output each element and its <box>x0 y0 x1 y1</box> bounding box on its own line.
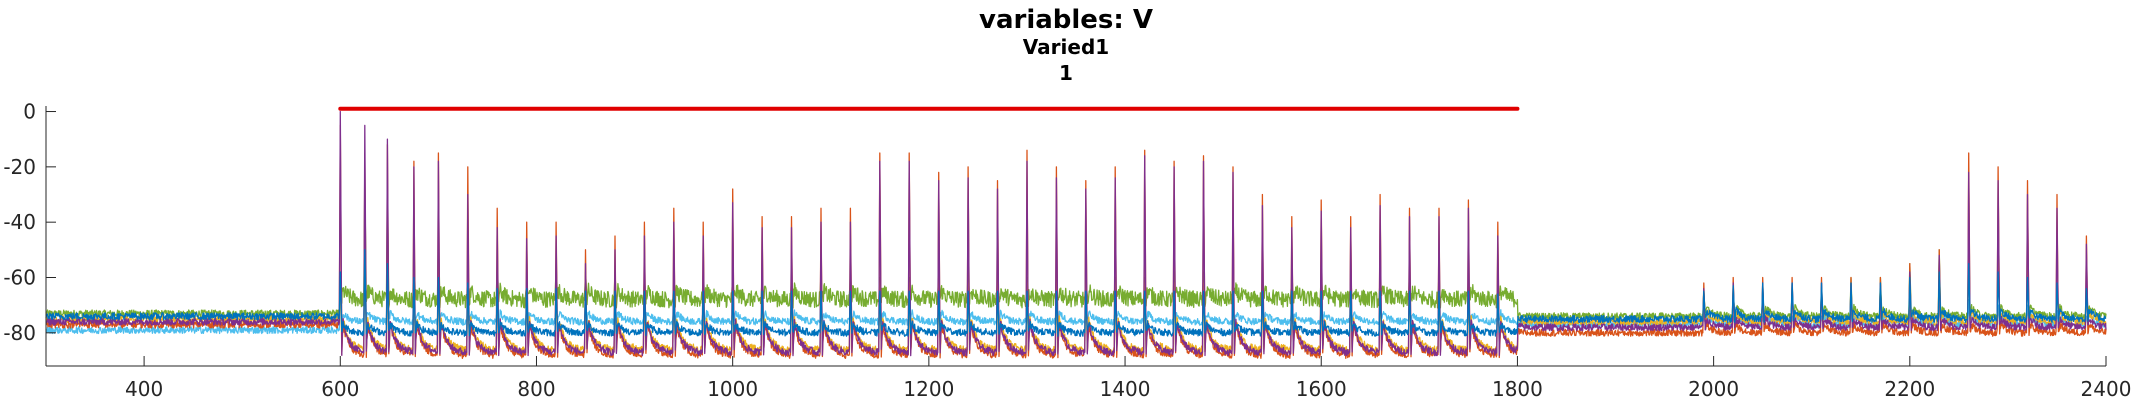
chart-title: variables: V <box>979 5 1153 35</box>
y-tick-label: 0 <box>23 100 36 124</box>
series-line-1 <box>45 180 2107 321</box>
y-tick-label: -60 <box>3 265 36 289</box>
chart-subtitle-line-2: 1 <box>1059 61 1073 85</box>
x-tick-label: 1400 <box>1100 377 1151 400</box>
plot-series-group <box>45 110 2107 360</box>
x-tick-label: 800 <box>517 377 555 400</box>
x-tick-label: 600 <box>321 377 359 400</box>
x-tick-label: 1000 <box>707 377 758 400</box>
x-tick-label: 1800 <box>1492 377 1543 400</box>
x-tick-label: 2400 <box>2081 377 2132 400</box>
x-tick-label: 2000 <box>1688 377 1739 400</box>
series-line-6 <box>45 249 2107 337</box>
x-tick-label: 400 <box>125 377 163 400</box>
x-tick-label: 2200 <box>1884 377 1935 400</box>
y-tick-label: -80 <box>3 321 36 345</box>
y-tick-label: -20 <box>3 155 36 179</box>
x-tick-label: 1200 <box>903 377 954 400</box>
chart-subtitle-line-1: Varied1 <box>1023 35 1109 59</box>
axes-group: 400 600 800 1000 1200 1400 1600 1800 2000 2200 240… <box>3 100 2131 400</box>
y-tick-label: -40 <box>3 210 36 234</box>
series-line-2 <box>45 276 2107 335</box>
x-tick-label: 1600 <box>1296 377 1347 400</box>
